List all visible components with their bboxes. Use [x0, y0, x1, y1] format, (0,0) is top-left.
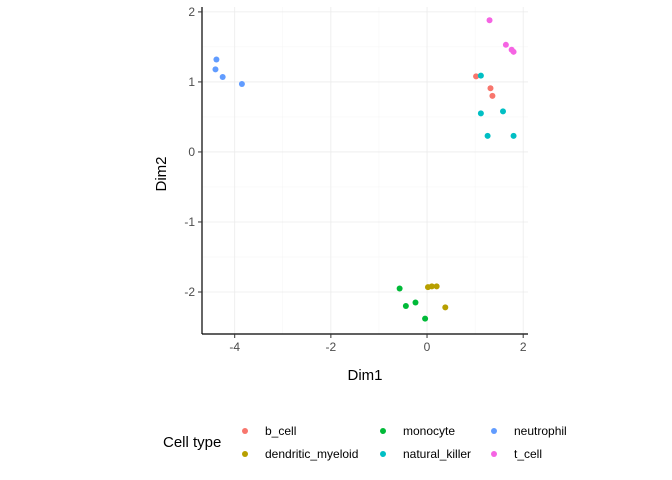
- legend: Cell type b_cell dendritic_myeloid monocyt…: [163, 424, 567, 461]
- point-neutrophil: [238, 81, 245, 88]
- point-natural-killer: [484, 132, 491, 139]
- data-points: [212, 17, 517, 322]
- point-monocyte: [396, 285, 403, 292]
- point-neutrophil: [213, 56, 220, 63]
- x-tick-label: -2: [326, 340, 337, 354]
- tick-labels: -4 -2 0 2 -2 -1 0 1 2: [184, 5, 527, 354]
- axes: [198, 7, 528, 338]
- point-dendritic-myeloid: [442, 304, 449, 311]
- legend-label-t-cell: t_cell: [514, 447, 542, 461]
- point-t-cell: [502, 41, 509, 48]
- x-tick-label: -4: [229, 340, 240, 354]
- point-natural-killer: [510, 132, 517, 139]
- y-tick-label: -2: [184, 285, 195, 299]
- legend-label-neutrophil: neutrophil: [514, 424, 567, 438]
- grid-lines: [202, 7, 528, 334]
- point-monocyte: [412, 299, 419, 306]
- legend-key-b-cell: [242, 428, 248, 434]
- point-b-cell: [473, 73, 480, 80]
- legend-label-dendritic-myeloid: dendritic_myeloid: [265, 447, 358, 461]
- point-b-cell: [489, 92, 496, 99]
- legend-label-monocyte: monocyte: [403, 424, 455, 438]
- point-dendritic-myeloid: [428, 283, 435, 290]
- point-dendritic-myeloid: [433, 283, 440, 290]
- legend-key-dendritic-myeloid: [242, 451, 248, 457]
- legend-title: Cell type: [163, 434, 221, 451]
- y-tick-label: 2: [188, 5, 195, 19]
- point-natural-killer: [477, 110, 484, 117]
- point-natural-killer: [477, 72, 484, 79]
- point-t-cell: [486, 17, 493, 24]
- legend-key-neutrophil: [491, 428, 497, 434]
- x-tick-label: 2: [520, 340, 527, 354]
- x-tick-label: 0: [424, 340, 431, 354]
- y-tick-label: -1: [184, 215, 195, 229]
- point-monocyte: [422, 315, 429, 322]
- legend-key-t-cell: [491, 451, 497, 457]
- y-tick-label: 1: [188, 75, 195, 89]
- y-tick-label: 0: [188, 145, 195, 159]
- point-natural-killer: [499, 108, 506, 115]
- point-neutrophil: [212, 66, 219, 73]
- legend-label-b-cell: b_cell: [265, 424, 296, 438]
- legend-label-natural-killer: natural_killer: [403, 447, 471, 461]
- legend-key-monocyte: [380, 428, 386, 434]
- point-b-cell: [487, 85, 494, 92]
- point-neutrophil: [219, 74, 226, 81]
- x-axis-label: Dim1: [347, 367, 382, 384]
- point-monocyte: [402, 302, 409, 309]
- point-t-cell: [510, 48, 517, 55]
- y-axis-label: Dim2: [153, 156, 170, 191]
- legend-key-natural-killer: [380, 451, 386, 457]
